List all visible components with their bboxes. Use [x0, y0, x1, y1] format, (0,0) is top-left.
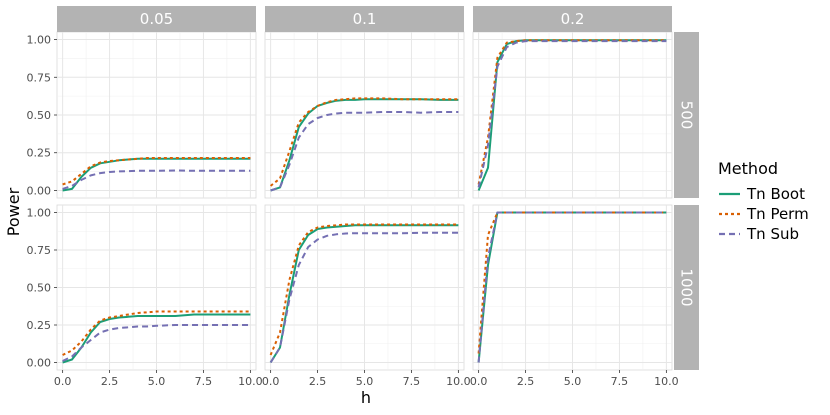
row-strip	[674, 32, 699, 198]
facet-strips: 0.05 0.1 0.2 500 1000	[57, 6, 699, 370]
y-tick-label: 0.00	[27, 184, 52, 197]
series-line-tn-boot	[62, 157, 251, 192]
column-strip	[473, 6, 672, 32]
x-tick-label: 10.0	[238, 375, 263, 388]
legend-label: Tn Boot	[746, 185, 805, 203]
legend: Method Tn Boot Tn Perm Tn Sub	[718, 159, 809, 243]
x-tick-label: 5.0	[564, 375, 582, 388]
column-strip	[265, 6, 464, 32]
x-tick-label: 5.0	[148, 375, 166, 388]
column-strip-label: 0.1	[353, 10, 377, 28]
series-line-tn-perm	[477, 39, 667, 185]
series-line-tn-perm	[269, 223, 459, 356]
axes: 0.00 0.25 0.50 0.75 1.00 0.00 0.25 0.50 0.75 1.00…	[27, 34, 679, 388]
facet-panel	[56, 31, 257, 199]
y-axis-title: Power	[4, 187, 23, 236]
x-tick-label: 7.5	[611, 375, 629, 388]
y-tick-label: 0.00	[27, 357, 52, 370]
column-strip-label: 0.2	[561, 10, 585, 28]
facet-panel	[264, 204, 465, 371]
series-line-tn-boot	[62, 313, 251, 364]
series-line-tn-sub	[62, 169, 251, 190]
y-tick-label: 0.25	[27, 319, 52, 332]
y-tick-label: 0.75	[27, 71, 52, 84]
series-line-tn-perm	[62, 310, 251, 356]
row-strip-label: 500	[678, 101, 696, 130]
y-tick-label: 0.25	[27, 147, 52, 160]
panels-layer	[56, 31, 673, 371]
x-tick-label: 10.0	[446, 375, 471, 388]
x-tick-label: 2.5	[517, 375, 535, 388]
column-strip-label: 0.05	[140, 10, 173, 28]
facet-panel	[264, 31, 465, 199]
y-tick-label: 0.50	[27, 109, 52, 122]
x-tick-label: 5.0	[356, 375, 374, 388]
x-tick-label: 0.0	[262, 375, 280, 388]
x-tick-label: 7.5	[195, 375, 213, 388]
y-tick-label: 1.00	[27, 34, 52, 47]
facet-panel	[56, 204, 257, 371]
facet-panel	[472, 204, 673, 371]
row-strip	[674, 205, 699, 370]
x-tick-label: 2.5	[101, 375, 119, 388]
row-strip-label: 1000	[678, 268, 696, 306]
x-axis-title: h	[361, 388, 371, 407]
legend-title: Method	[718, 159, 778, 178]
series-line-tn-sub	[62, 324, 251, 362]
x-tick-label: 2.5	[309, 375, 327, 388]
y-tick-label: 1.00	[27, 207, 52, 220]
facet-panel	[472, 31, 673, 199]
series-line-tn-sub	[477, 211, 667, 363]
y-tick-label: 0.75	[27, 244, 52, 257]
legend-label: Tn Perm	[746, 205, 809, 223]
series-line-tn-sub	[269, 231, 459, 364]
x-tick-label: 0.0	[470, 375, 488, 388]
column-strip	[57, 6, 256, 32]
y-tick-label: 0.50	[27, 282, 52, 295]
x-tick-label: 7.5	[403, 375, 421, 388]
series-line-tn-sub	[477, 40, 667, 188]
series-line-tn-sub	[270, 111, 459, 192]
x-tick-label: 0.0	[54, 375, 72, 388]
legend-label: Tn Sub	[746, 225, 799, 243]
series-line-tn-perm	[269, 97, 459, 187]
x-tick-label: 10.0	[654, 375, 679, 388]
